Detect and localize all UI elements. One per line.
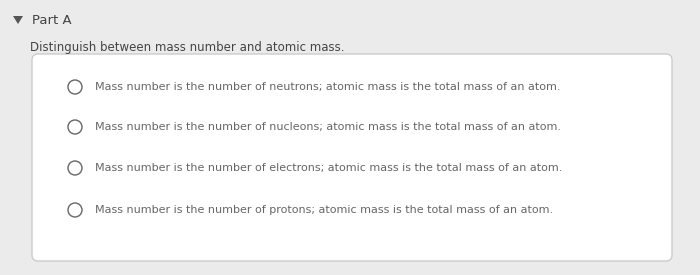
Text: Mass number is the number of electrons; atomic mass is the total mass of an atom: Mass number is the number of electrons; … [95,163,562,173]
Polygon shape [13,16,23,24]
Text: Mass number is the number of protons; atomic mass is the total mass of an atom.: Mass number is the number of protons; at… [95,205,553,215]
Text: Part A: Part A [32,13,71,26]
Text: Mass number is the number of neutrons; atomic mass is the total mass of an atom.: Mass number is the number of neutrons; a… [95,82,561,92]
Text: Distinguish between mass number and atomic mass.: Distinguish between mass number and atom… [30,40,344,54]
Text: Mass number is the number of nucleons; atomic mass is the total mass of an atom.: Mass number is the number of nucleons; a… [95,122,561,132]
FancyBboxPatch shape [32,54,672,261]
